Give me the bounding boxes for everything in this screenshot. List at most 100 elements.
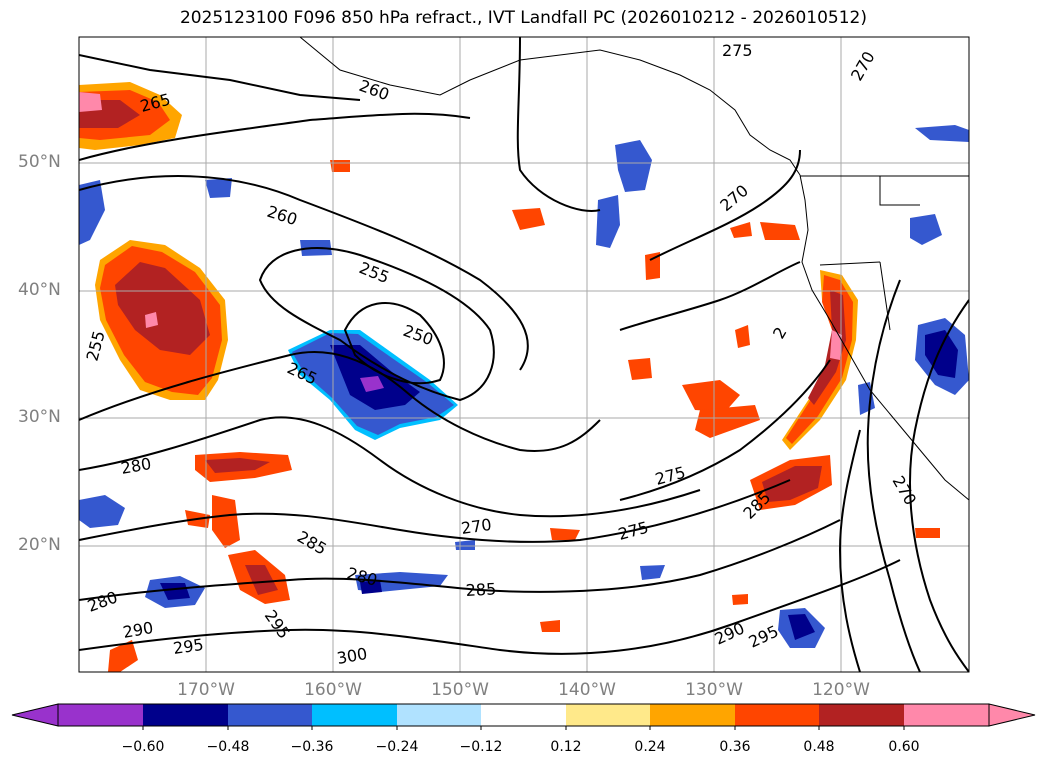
- anomaly-blob: [160, 583, 190, 600]
- anomaly-blob: [762, 466, 822, 502]
- contour-label: 270: [889, 473, 921, 509]
- colorbar-tick-label: −0.36: [290, 739, 334, 755]
- graticule: [79, 37, 969, 672]
- contour-label: 285: [294, 527, 330, 559]
- colorbar-tick-label: −0.48: [206, 739, 250, 755]
- anomaly-blob: [915, 125, 969, 142]
- contour-label: 270: [460, 515, 493, 538]
- contour-label: 300: [335, 644, 368, 668]
- anomaly-blob: [596, 195, 620, 248]
- anomaly-blob: [645, 252, 660, 280]
- lon-label: 170°W: [177, 680, 235, 700]
- contour-label: 285: [465, 579, 496, 600]
- anomaly-blob: [910, 214, 942, 245]
- lat-label: 50°N: [18, 152, 61, 172]
- contour-label: 295: [746, 621, 782, 651]
- lon-label: 140°W: [558, 680, 616, 700]
- anomaly-blob: [212, 495, 240, 548]
- colorbar-segment: [143, 704, 228, 726]
- anomaly-blob: [808, 290, 846, 405]
- colorbar-segment: [904, 704, 989, 726]
- contour-label: 255: [83, 329, 109, 363]
- anomaly-blob: [735, 325, 750, 348]
- colorbar-segment: [650, 704, 735, 726]
- contour-label: 295: [172, 635, 205, 658]
- anomaly-blob: [205, 458, 270, 473]
- anomaly-blob: [205, 178, 232, 198]
- anomaly-blob: [145, 312, 158, 328]
- contour-label: 250: [401, 321, 436, 349]
- map-title: 2025123100 F096 850 hPa refract., IVT La…: [179, 8, 867, 28]
- anomaly-blob: [550, 528, 580, 540]
- contour-label: 2: [769, 324, 791, 342]
- anomaly-blob: [695, 405, 760, 438]
- anomaly-blob: [360, 376, 384, 392]
- anomaly-blob: [115, 262, 210, 355]
- colorbar-tick-label: −0.24: [375, 739, 419, 755]
- anomaly-blob: [245, 565, 278, 595]
- colorbar-segment: [397, 704, 481, 726]
- anomaly-blob: [628, 358, 652, 380]
- contour-label: 290: [121, 618, 154, 642]
- ivt-shading-layer: [79, 82, 969, 672]
- anomaly-blob: [732, 594, 748, 605]
- colorbar-tick-label: −0.12: [459, 739, 503, 755]
- anomaly-blob: [79, 180, 105, 245]
- anomaly-blob: [788, 614, 815, 640]
- anomaly-blob: [455, 540, 475, 550]
- colorbar-extend-max: [988, 703, 1036, 727]
- colorbar-tick-label: 0.12: [550, 739, 582, 755]
- anomaly-blob: [730, 222, 752, 238]
- anomaly-blob: [512, 208, 545, 230]
- anomaly-blob: [108, 640, 138, 672]
- map-frame: [78, 36, 970, 673]
- colorbar-tick-label: −0.60: [121, 739, 165, 755]
- anomaly-blob: [830, 330, 842, 360]
- lat-label: 20°N: [18, 535, 61, 555]
- colorbar-segment: [819, 704, 904, 726]
- anomaly-blob: [540, 620, 560, 632]
- anomaly-blob: [760, 222, 800, 240]
- refractivity-contours: [79, 37, 969, 672]
- lon-label: 130°W: [685, 680, 743, 700]
- contour-label: 260: [265, 202, 300, 230]
- colorbar-tick-label: 0.36: [719, 739, 751, 755]
- contour-label: 280: [119, 454, 152, 478]
- contour-label: 275: [616, 518, 650, 544]
- contour-label: 255: [357, 258, 392, 287]
- colorbar-segment: [735, 704, 819, 726]
- lon-label: 160°W: [304, 680, 362, 700]
- colorbar-tick-label: 0.48: [803, 739, 835, 755]
- anomaly-blob: [682, 380, 740, 412]
- anomaly-blob: [79, 92, 102, 112]
- anomaly-blob: [615, 140, 652, 192]
- colorbar-tick-label: 0.24: [634, 739, 666, 755]
- colorbar-segment: [481, 704, 566, 726]
- colorbar-segment: [566, 704, 650, 726]
- contour-label: 260: [357, 76, 392, 104]
- anomaly-blob: [640, 565, 665, 580]
- colorbar: [11, 703, 1036, 730]
- coastlines: [299, 37, 969, 501]
- contour-label: 275: [653, 463, 687, 489]
- contour-label: 275: [722, 41, 753, 60]
- colorbar-tick-label: 0.60: [888, 739, 920, 755]
- colorbar-outline: [57, 703, 990, 727]
- colorbar-segment: [312, 704, 397, 726]
- lon-label: 120°W: [812, 680, 870, 700]
- contour-label: 280: [345, 564, 379, 590]
- contour-label: 270: [847, 48, 879, 84]
- lat-label: 30°N: [18, 407, 61, 427]
- contour-label: 270: [716, 181, 752, 215]
- colorbar-extend-min: [11, 703, 59, 727]
- colorbar-segment: [228, 704, 312, 726]
- lat-label: 40°N: [18, 280, 61, 300]
- contour-label: 295: [261, 606, 294, 642]
- lon-label: 150°W: [431, 680, 489, 700]
- colorbar-segment: [58, 704, 143, 726]
- anomaly-blob: [79, 495, 125, 528]
- anomaly-blob: [360, 580, 382, 594]
- contour-label: 280: [85, 587, 120, 615]
- anomaly-blob: [915, 528, 940, 538]
